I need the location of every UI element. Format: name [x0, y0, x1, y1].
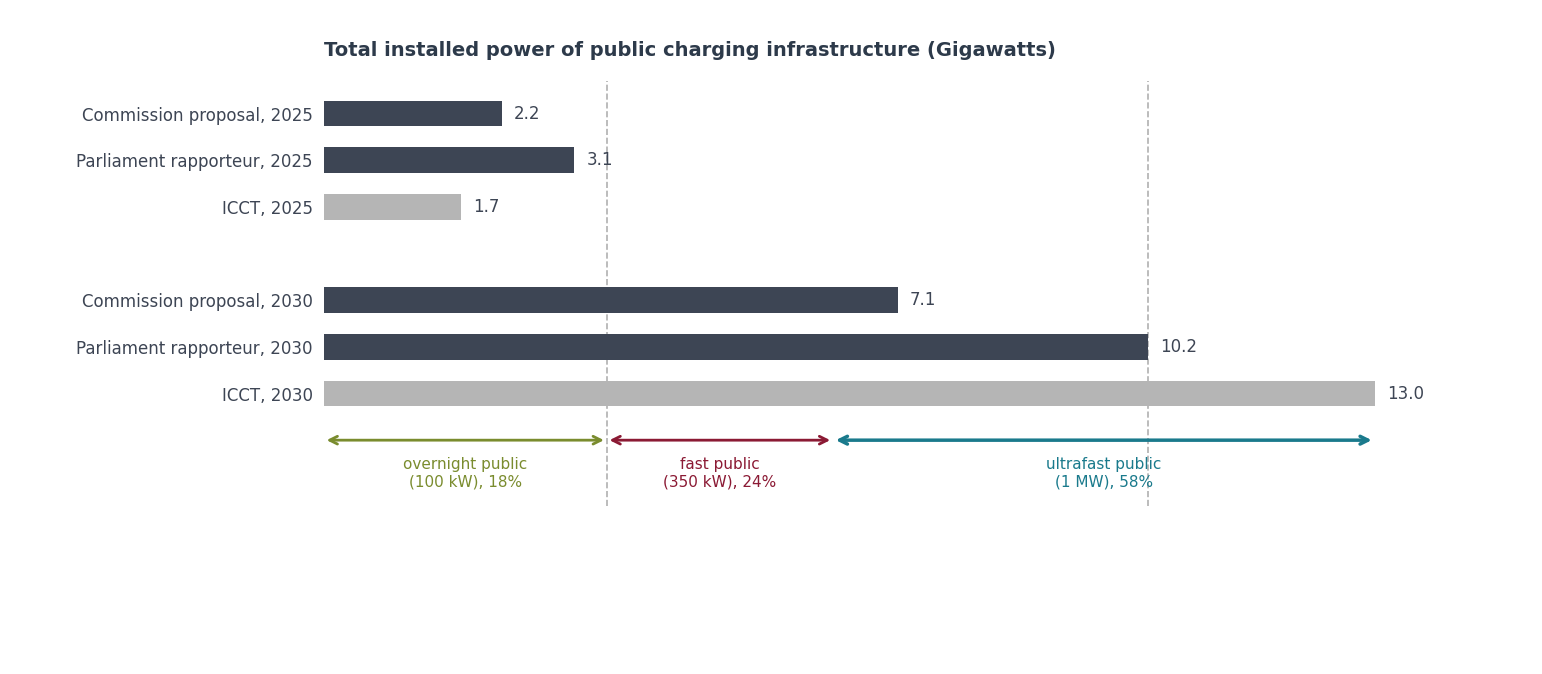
Text: (100 kW), 18%: (100 kW), 18% — [409, 474, 521, 489]
Text: overnight public: overnight public — [402, 456, 527, 472]
Text: 3.1: 3.1 — [586, 151, 614, 169]
Text: fast public: fast public — [680, 456, 760, 472]
Text: ultrafast public: ultrafast public — [1045, 456, 1161, 472]
Bar — [324, 194, 461, 220]
Text: 1.7: 1.7 — [473, 198, 500, 216]
Text: 2.2: 2.2 — [513, 104, 540, 123]
Text: 7.1: 7.1 — [910, 291, 936, 309]
Bar — [324, 100, 501, 127]
Text: (350 kW), 24%: (350 kW), 24% — [663, 474, 777, 489]
Bar — [324, 287, 897, 313]
Text: (1 MW), 58%: (1 MW), 58% — [1055, 474, 1153, 489]
Text: 13.0: 13.0 — [1386, 384, 1423, 402]
Text: Total installed power of public charging infrastructure (Gigawatts): Total installed power of public charging… — [324, 41, 1056, 60]
Text: 10.2: 10.2 — [1160, 338, 1197, 356]
Bar — [324, 148, 574, 173]
Bar — [324, 334, 1149, 360]
Bar — [324, 381, 1374, 406]
